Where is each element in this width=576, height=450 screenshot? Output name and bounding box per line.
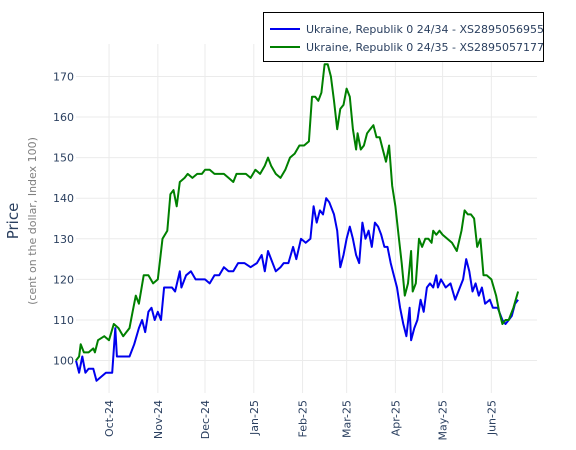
y-axis-subtitle: (cent on the dollar, Index 100)	[26, 137, 39, 305]
x-tick-label: Apr-25	[389, 400, 402, 436]
x-tick-labels: Oct-24 Nov-24 Dec-24 Jan-25 Feb-25 Mar-25 Apr-…	[103, 400, 498, 441]
x-tick-label: May-25	[437, 400, 450, 441]
y-tick-label: 150	[53, 152, 74, 165]
x-tick-label: Nov-24	[152, 400, 165, 439]
x-tick-label: Dec-24	[199, 400, 212, 439]
legend[interactable]: Ukraine, Republik 0 24/34 - XS2895056955…	[263, 12, 544, 62]
x-tick-label: Feb-25	[297, 400, 310, 437]
series-layer	[75, 63, 520, 382]
y-axis-title: Price	[4, 203, 22, 240]
legend-item-1[interactable]: Ukraine, Republik 0 24/34 - XS2895056955	[270, 23, 544, 36]
x-tick-label: Jun-25	[485, 400, 498, 436]
y-tick-label: 120	[53, 273, 74, 286]
legend-item-2[interactable]: Ukraine, Republik 0 24/35 - XS2895057177	[270, 41, 544, 54]
y-tick-label: 140	[53, 192, 74, 205]
legend-label: Ukraine, Republik 0 24/35 - XS2895057177	[306, 41, 544, 54]
x-tick-label: Mar-25	[341, 400, 354, 438]
y-tick-labels: 100 110 120 130 140 150 160 170	[53, 70, 74, 367]
legend-label: Ukraine, Republik 0 24/34 - XS2895056955	[306, 23, 544, 36]
y-tick-label: 130	[53, 233, 74, 246]
y-tick-label: 170	[53, 70, 74, 83]
x-tick-label: Oct-24	[103, 400, 116, 437]
legend-box	[263, 12, 544, 62]
x-tick-label: Jan-25	[248, 400, 261, 436]
x-gridlines	[108, 44, 492, 393]
series-line-1	[75, 197, 519, 382]
y-tick-label: 110	[53, 314, 74, 327]
series-line-2	[75, 63, 520, 362]
y-tick-label: 100	[53, 355, 74, 368]
y-tick-label: 160	[53, 111, 74, 124]
